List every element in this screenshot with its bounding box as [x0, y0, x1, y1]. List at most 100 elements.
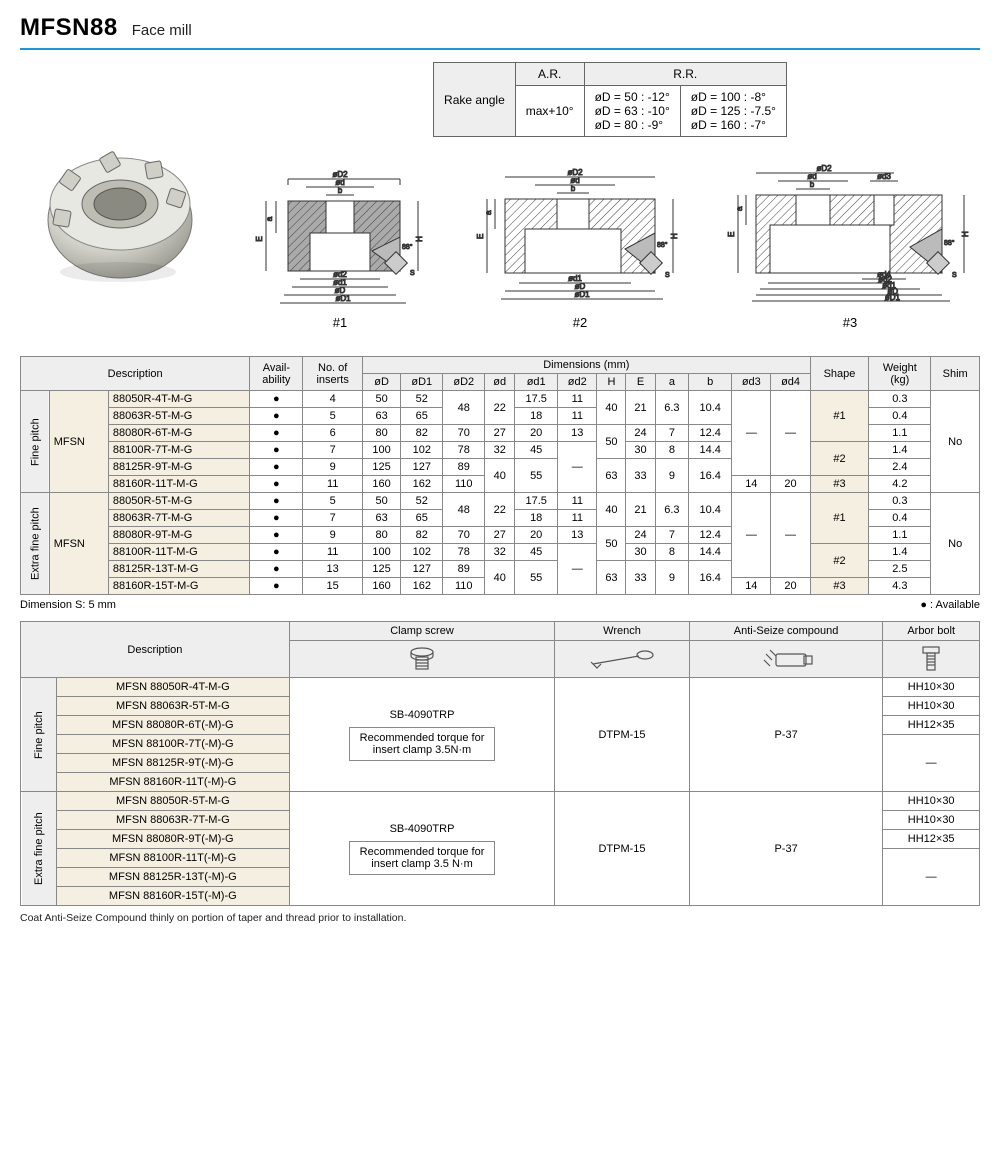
- svg-text:E: E: [727, 232, 736, 237]
- product-code: 88063R-5T-M-G: [108, 408, 249, 425]
- product-code: 88100R-11T-M-G: [108, 544, 249, 561]
- table-row: Extra fine pitchMFSN 88050R-5T-M-GSB-409…: [21, 792, 980, 811]
- th-shape: Shape: [810, 357, 869, 391]
- product-code: MFSN 88063R-5T-M-G: [56, 697, 289, 716]
- svg-text:a: a: [484, 210, 493, 215]
- availability-dot: ●: [250, 493, 303, 510]
- product-code: MFSN 88063R-7T-M-G: [56, 811, 289, 830]
- svg-text:ød3: ød3: [877, 172, 891, 181]
- rr-header: R.R.: [584, 63, 786, 86]
- product-code: MFSN 88050R-4T-M-G: [56, 678, 289, 697]
- th-dim: ød4: [771, 374, 810, 391]
- svg-text:b: b: [810, 180, 815, 189]
- anti-seize-value: P-37: [689, 792, 883, 906]
- wrench-icon: [555, 641, 690, 678]
- arbor-value: HH10×30: [883, 792, 980, 811]
- product-code: 88080R-9T-M-G: [108, 527, 249, 544]
- th-dimensions: Dimensions (mm): [362, 357, 810, 374]
- th-dim: øD: [362, 374, 400, 391]
- svg-text:H: H: [961, 231, 970, 237]
- svg-text:88°: 88°: [402, 243, 413, 251]
- product-code: MFSN 88160R-15T(-M)-G: [56, 887, 289, 906]
- ar-header: A.R.: [515, 63, 584, 86]
- svg-text:b: b: [338, 186, 343, 195]
- arbor-value: HH12×35: [883, 716, 980, 735]
- availability-dot: ●: [250, 425, 303, 442]
- diagram-1-label: #1: [333, 315, 347, 330]
- svg-text:øD2: øD2: [816, 164, 832, 173]
- cross-section-diagram-1-icon: øD2 ød b E a H ød2 ød1 øD øD1 88° S: [240, 151, 440, 311]
- product-code: 88100R-7T-M-G: [108, 442, 249, 459]
- th-wrench: Wrench: [555, 622, 690, 641]
- svg-text:H: H: [415, 236, 424, 242]
- availability-dot: ●: [250, 544, 303, 561]
- dimensions-table: Description Avail- ability No. of insert…: [20, 356, 980, 595]
- product-code: 88125R-9T-M-G: [108, 459, 249, 476]
- wrench-value: DTPM-15: [555, 678, 690, 792]
- diagram-2-label: #2: [573, 315, 587, 330]
- table-row: 88100R-7T-M-G●7100102783245—30814.4#21.4: [21, 442, 980, 459]
- product-code: MFSN 88125R-9T(-M)-G: [56, 754, 289, 773]
- availability-dot: ●: [250, 561, 303, 578]
- dimension-s-note: Dimension S: 5 mm: [20, 599, 116, 611]
- svg-text:øD1: øD1: [885, 293, 901, 302]
- pitch-label: Fine pitch: [21, 678, 57, 792]
- th-dim: øD1: [401, 374, 443, 391]
- accessories-table: Description Clamp screw Wrench Anti-Seiz…: [20, 621, 980, 906]
- clamp-screw-value: SB-4090TRP: [294, 709, 550, 721]
- svg-text:øD1: øD1: [574, 290, 590, 299]
- svg-text:a: a: [735, 206, 744, 211]
- product-code: MFSN 88080R-6T(-M)-G: [56, 716, 289, 735]
- product-photo: [20, 82, 220, 342]
- svg-text:H: H: [670, 233, 679, 239]
- svg-text:a: a: [265, 216, 274, 221]
- availability-dot: ●: [250, 408, 303, 425]
- diagrams-row: øD2 ød b E a H ød2 ød1 øD øD1 88° S: [240, 151, 980, 330]
- table-row: Extra fine pitchMFSN88050R-5T-M-G●550524…: [21, 493, 980, 510]
- clamp-screw-icon: [289, 641, 554, 678]
- anti-seize-value: P-37: [689, 678, 883, 792]
- clamp-screw-value: SB-4090TRP: [294, 823, 550, 835]
- arbor-value: HH12×35: [883, 830, 980, 849]
- arbor-value: —: [883, 735, 980, 792]
- face-mill-illustration-icon: [40, 132, 200, 292]
- availability-dot: ●: [250, 442, 303, 459]
- anti-seize-icon: [689, 641, 883, 678]
- svg-text:88°: 88°: [657, 241, 668, 249]
- arbor-value: HH10×30: [883, 678, 980, 697]
- th-dim: b: [689, 374, 732, 391]
- svg-text:88°: 88°: [944, 239, 955, 247]
- svg-text:b: b: [571, 184, 576, 193]
- title-row: MFSN88 Face mill: [20, 14, 980, 42]
- availability-legend: ● : Available: [920, 599, 980, 611]
- product-code: MFSN 88160R-11T(-M)-G: [56, 773, 289, 792]
- product-code: MFSN 88125R-13T(-M)-G: [56, 868, 289, 887]
- product-code: 88160R-15T-M-G: [108, 578, 249, 595]
- product-code: MFSN 88100R-7T(-M)-G: [56, 735, 289, 754]
- ar-value: max+10°: [515, 86, 584, 137]
- th-dim: a: [655, 374, 689, 391]
- product-code: MFSN 88100R-11T(-M)-G: [56, 849, 289, 868]
- product-code: 88063R-7T-M-G: [108, 510, 249, 527]
- th-arbor-bolt: Arbor bolt: [883, 622, 980, 641]
- arbor-bolt-icon: [883, 641, 980, 678]
- page: MFSN88 Face mill: [0, 0, 1000, 944]
- series-label: MFSN: [49, 493, 108, 595]
- table-row: Fine pitchMFSN88050R-4T-M-G●45052482217.…: [21, 391, 980, 408]
- product-code: MFSN 88050R-5T-M-G: [56, 792, 289, 811]
- th-dim: H: [597, 374, 626, 391]
- product-code: 88050R-4T-M-G: [108, 391, 249, 408]
- svg-text:S: S: [952, 272, 957, 279]
- svg-text:S: S: [410, 270, 415, 277]
- wrench-value: DTPM-15: [555, 792, 690, 906]
- th-shim: Shim: [931, 357, 980, 391]
- availability-dot: ●: [250, 578, 303, 595]
- table-row: Fine pitchMFSN 88050R-4T-M-GSB-4090TRPRe…: [21, 678, 980, 697]
- product-code: MFSN 88080R-9T(-M)-G: [56, 830, 289, 849]
- arbor-value: —: [883, 849, 980, 906]
- th-dim: ød2: [558, 374, 597, 391]
- th-anti-seize: Anti-Seize compound: [689, 622, 883, 641]
- page-title: MFSN88: [20, 14, 118, 42]
- svg-text:E: E: [476, 234, 485, 239]
- svg-text:S: S: [665, 272, 670, 279]
